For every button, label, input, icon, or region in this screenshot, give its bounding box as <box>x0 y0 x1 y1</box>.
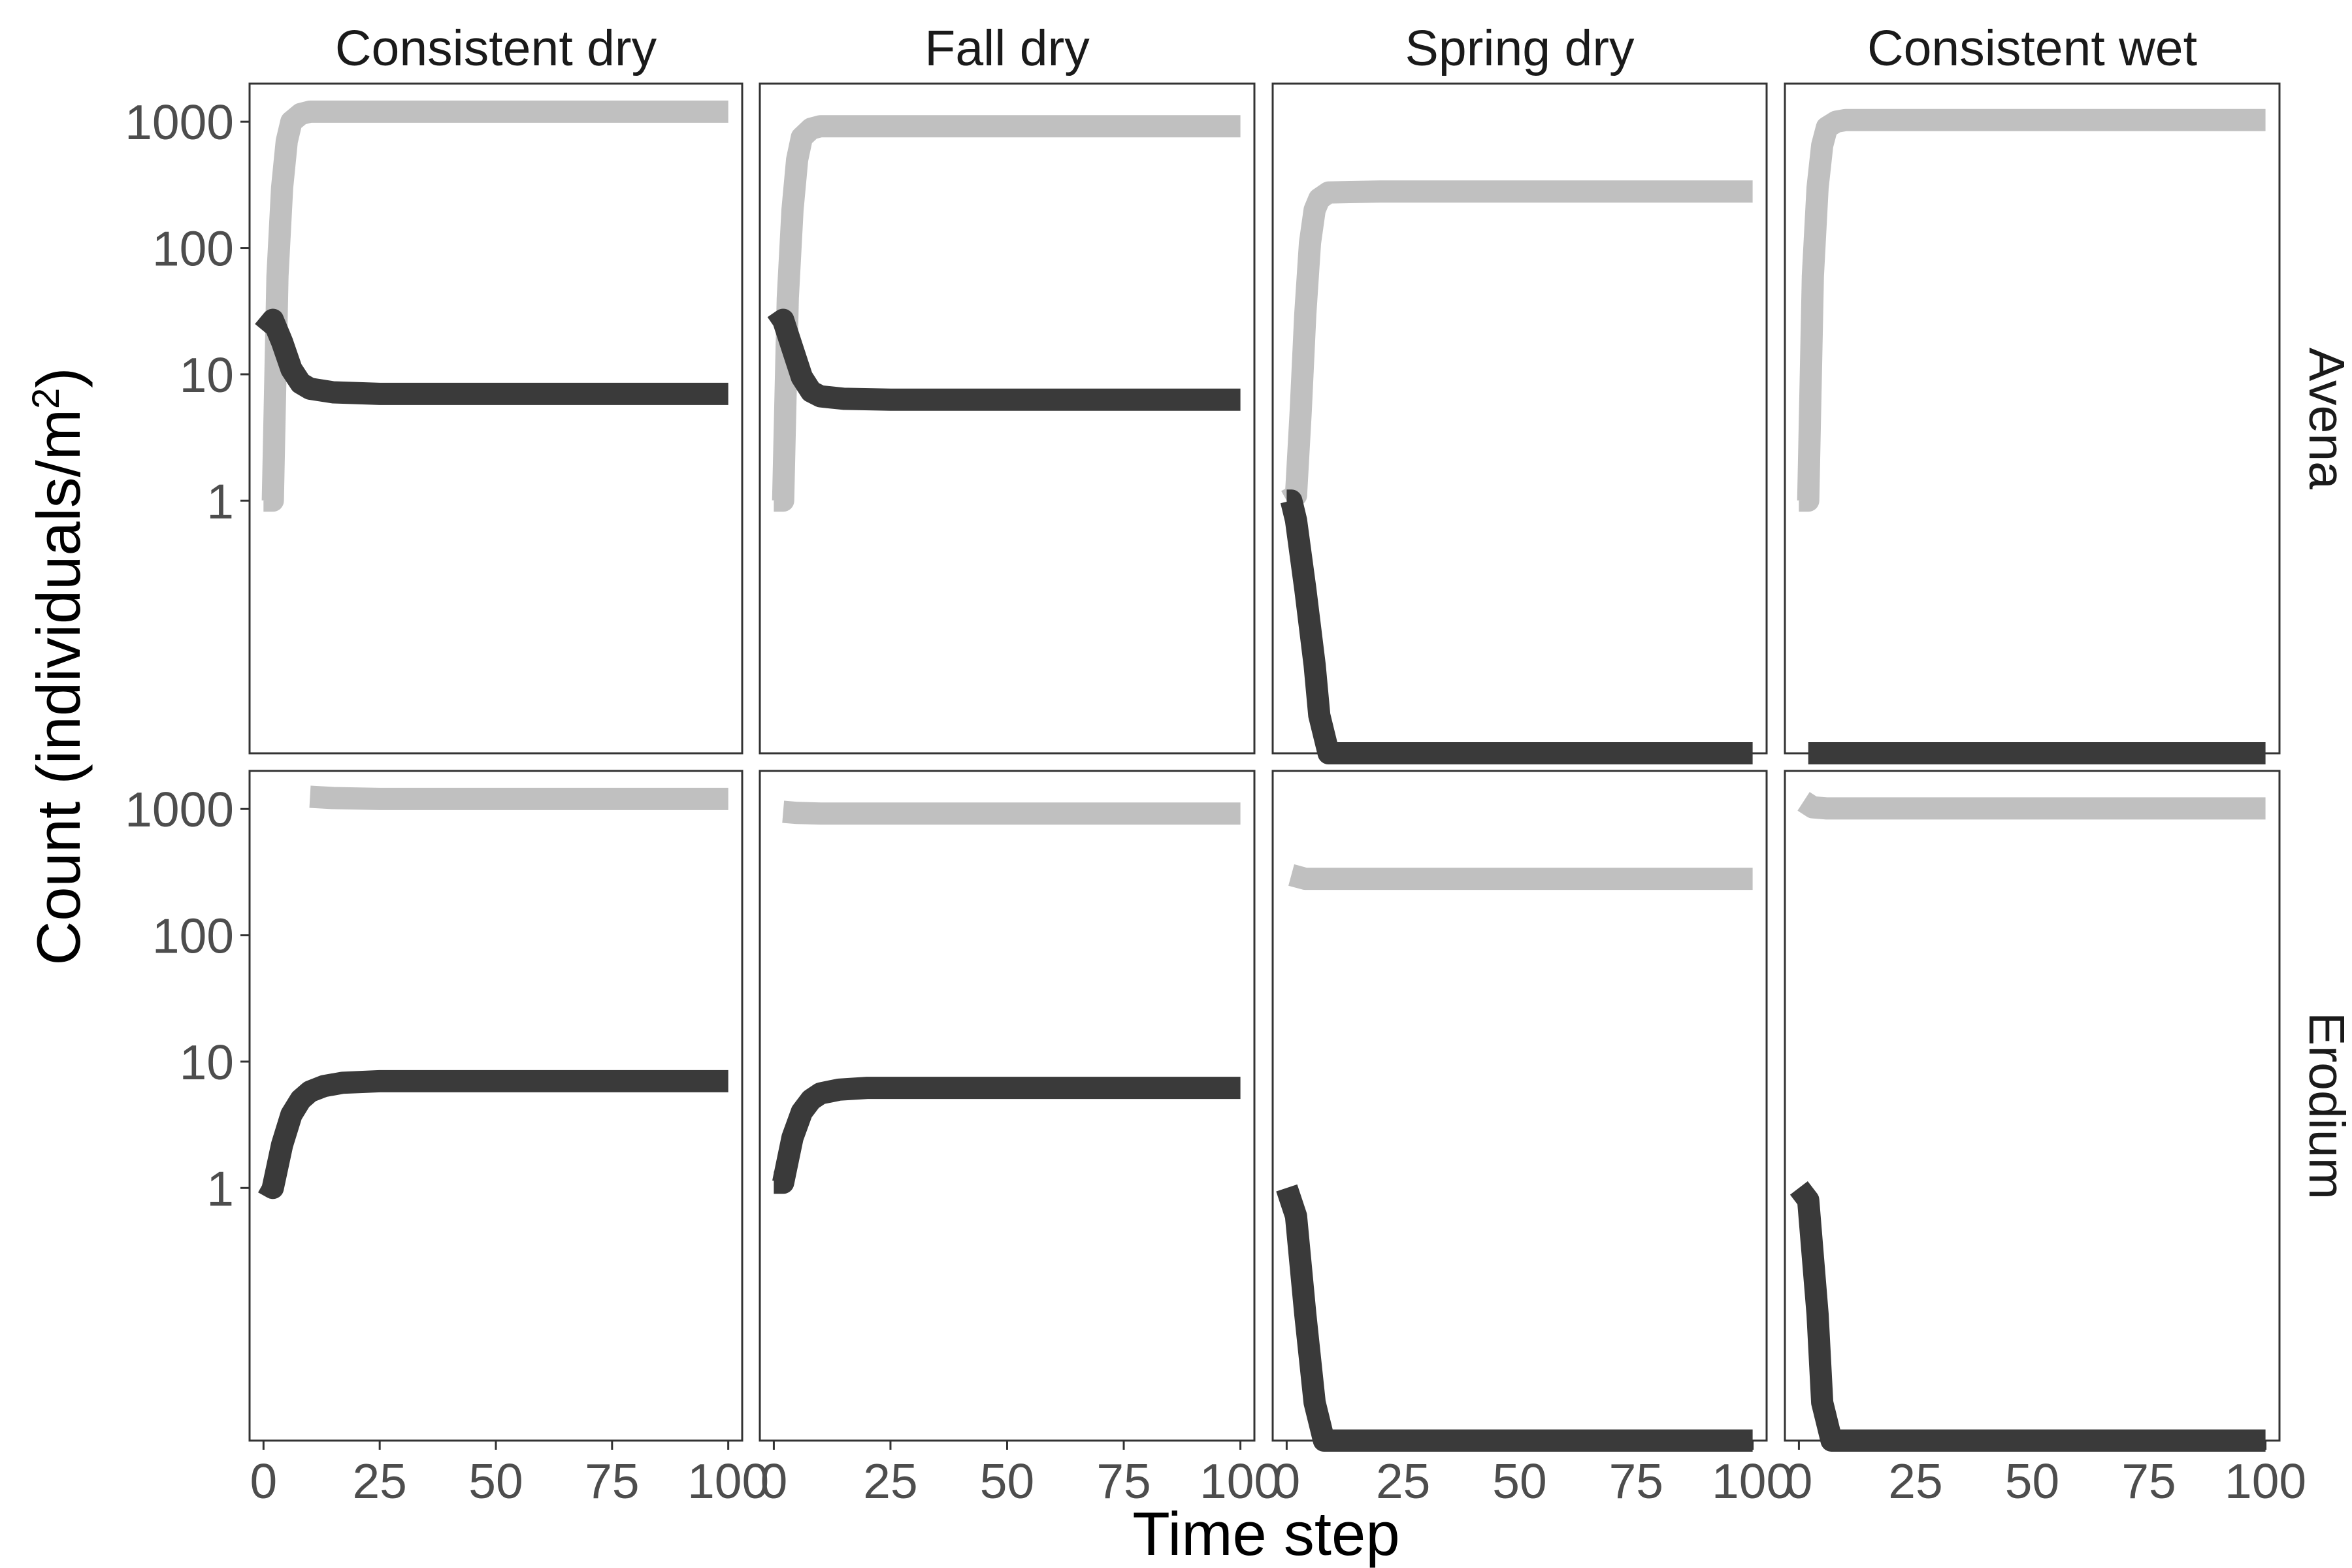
series-line-dark-avena-fall-dry <box>767 308 1241 411</box>
x-tick-label: 0 <box>1273 1454 1301 1509</box>
panel-avena-fall-dry <box>759 82 1256 755</box>
x-tick-label: 75 <box>2121 1454 2176 1509</box>
y-tick-label: 10 <box>180 1035 234 1090</box>
y-axis-title-superscript: 2 <box>25 388 67 409</box>
series-line-light-avena-consistent-wet <box>1797 108 2266 512</box>
x-tick-label: 25 <box>1888 1454 1942 1509</box>
x-tick-label: 25 <box>863 1454 917 1509</box>
series-line-dark-erodium-consistent-dry <box>258 1070 728 1200</box>
x-tick-label: 100 <box>1200 1454 1281 1509</box>
x-tick-label: 75 <box>1609 1454 1663 1509</box>
x-tick-label: 0 <box>250 1454 277 1509</box>
x-axis-title: Time step <box>1132 1499 1399 1568</box>
column-label-fall-dry: Fall dry <box>924 20 1090 76</box>
panel-avena-consistent-wet <box>1784 82 2281 755</box>
x-tick-label: 50 <box>980 1454 1034 1509</box>
y-axis-title-text: Count (individuals/m <box>24 409 93 966</box>
series-line-light-erodium-consistent-dry <box>309 785 728 810</box>
series-line-dark-erodium-fall-dry <box>772 1077 1241 1194</box>
series-line-light-erodium-fall-dry <box>782 800 1241 825</box>
x-tick-label: 0 <box>760 1454 788 1509</box>
x-tick-label: 100 <box>687 1454 769 1509</box>
panel-avena-consistent-dry <box>248 82 743 755</box>
y-tick-label: 1000 <box>125 95 234 150</box>
series-line-light-erodium-consistent-wet <box>1797 792 2266 820</box>
x-tick-label: 50 <box>468 1454 523 1509</box>
y-tick-label: 100 <box>152 909 234 964</box>
column-label-spring-dry: Spring dry <box>1405 20 1635 76</box>
x-tick-label: 100 <box>2225 1454 2306 1509</box>
row-label-erodium: Erodium <box>2298 1012 2352 1200</box>
x-tick-label: 75 <box>585 1454 639 1509</box>
series-line-light-erodium-spring-dry <box>1288 864 1753 890</box>
series-line-dark-erodium-consistent-wet <box>1789 1181 2266 1452</box>
row-label-avena: Avena <box>2298 348 2352 489</box>
panel-erodium-consistent-dry <box>248 770 743 1442</box>
y-tick-label: 100 <box>152 221 234 276</box>
column-label-consistent-dry: Consistent dry <box>335 20 657 76</box>
series-line-light-avena-fall-dry <box>772 115 1241 512</box>
panel-erodium-fall-dry <box>759 770 1256 1442</box>
series-line-dark-avena-consistent-dry <box>255 308 728 405</box>
x-tick-label: 50 <box>1492 1454 1546 1509</box>
x-tick-label: 50 <box>2005 1454 2059 1509</box>
panel-erodium-consistent-wet <box>1784 770 2281 1442</box>
y-tick-label: 1 <box>206 1161 234 1216</box>
y-axis-title-suffix: ) <box>24 367 93 387</box>
y-tick-label: 10 <box>180 348 234 402</box>
x-tick-label: 75 <box>1096 1454 1151 1509</box>
y-tick-label: 1000 <box>125 782 234 837</box>
x-tick-label: 100 <box>1712 1454 1793 1509</box>
x-tick-label: 0 <box>1786 1454 1813 1509</box>
x-tick-label: 25 <box>352 1454 406 1509</box>
series-line-light-avena-consistent-dry <box>261 100 728 512</box>
column-label-consistent-wet: Consistent wet <box>1867 20 2197 76</box>
series-line-light-avena-spring-dry <box>1281 180 1753 511</box>
y-tick-label: 1 <box>206 474 234 529</box>
y-axis-title: Count (individuals/m2) <box>24 367 93 965</box>
x-tick-label: 25 <box>1376 1454 1430 1509</box>
series-line-dark-avena-spring-dry <box>1280 489 1753 764</box>
series-line-dark-erodium-spring-dry <box>1276 1184 1753 1452</box>
